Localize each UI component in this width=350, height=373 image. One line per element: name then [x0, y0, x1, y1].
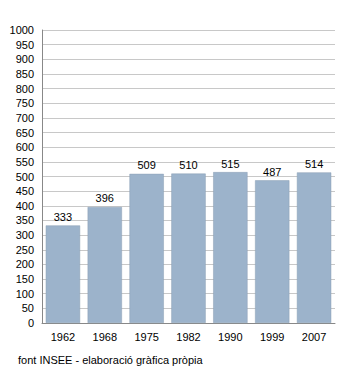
- svg-text:500: 500: [16, 171, 34, 183]
- svg-text:850: 850: [16, 68, 34, 80]
- svg-text:150: 150: [16, 273, 34, 285]
- svg-text:2007: 2007: [302, 331, 326, 343]
- svg-text:400: 400: [16, 200, 34, 212]
- svg-text:0: 0: [28, 317, 34, 329]
- svg-text:50: 50: [22, 302, 34, 314]
- svg-text:800: 800: [16, 83, 34, 95]
- svg-text:396: 396: [96, 192, 114, 204]
- svg-text:750: 750: [16, 97, 34, 109]
- svg-text:950: 950: [16, 39, 34, 51]
- svg-text:650: 650: [16, 127, 34, 139]
- svg-text:600: 600: [16, 141, 34, 153]
- svg-text:1962: 1962: [51, 331, 75, 343]
- svg-text:510: 510: [179, 159, 197, 171]
- svg-text:515: 515: [221, 158, 239, 170]
- svg-text:333: 333: [54, 211, 72, 223]
- svg-text:509: 509: [137, 159, 155, 171]
- svg-text:350: 350: [16, 214, 34, 226]
- svg-text:1968: 1968: [93, 331, 117, 343]
- svg-text:514: 514: [305, 158, 323, 170]
- svg-text:487: 487: [263, 166, 281, 178]
- svg-text:1999: 1999: [260, 331, 284, 343]
- svg-text:250: 250: [16, 244, 34, 256]
- svg-text:100: 100: [16, 288, 34, 300]
- svg-text:900: 900: [16, 53, 34, 65]
- svg-text:1982: 1982: [176, 331, 200, 343]
- svg-text:1000: 1000: [10, 24, 34, 36]
- svg-text:1990: 1990: [218, 331, 242, 343]
- svg-text:font INSEE - elaboració gràfic: font INSEE - elaboració gràfica pròpia: [18, 354, 204, 366]
- svg-text:200: 200: [16, 258, 34, 270]
- svg-text:700: 700: [16, 112, 34, 124]
- svg-text:1975: 1975: [134, 331, 158, 343]
- svg-text:550: 550: [16, 156, 34, 168]
- svg-text:300: 300: [16, 229, 34, 241]
- svg-text:450: 450: [16, 185, 34, 197]
